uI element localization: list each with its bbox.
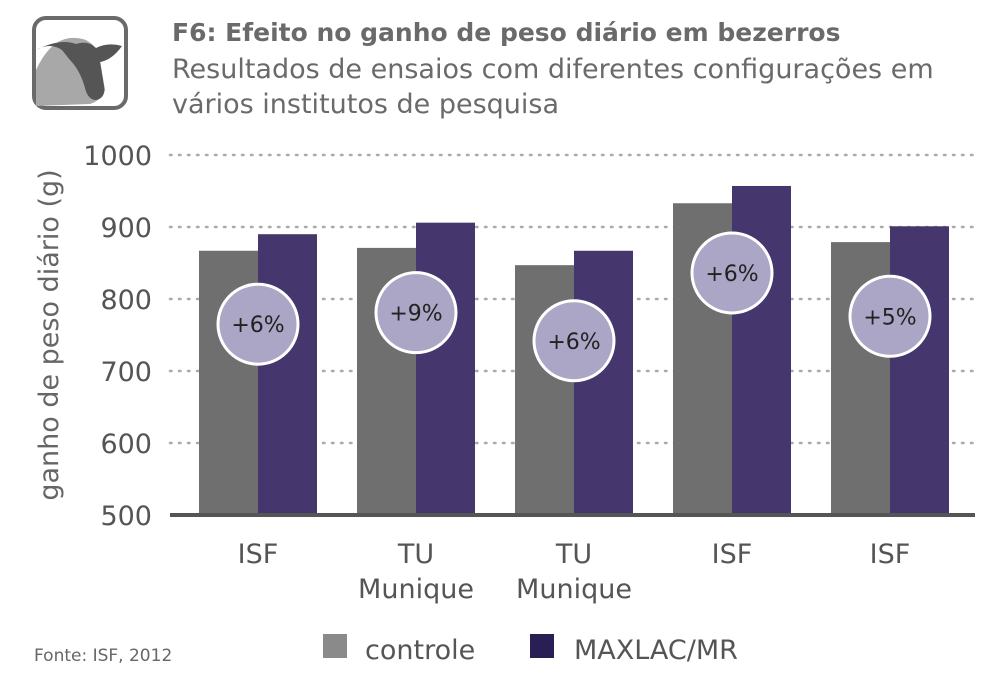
x-tick-label: TU	[397, 539, 434, 570]
bar-maxlac	[574, 250, 633, 515]
bar-maxlac	[258, 234, 317, 515]
increase-label: +5%	[863, 305, 916, 330]
x-tick-label: Munique	[358, 574, 474, 605]
x-tick-label: TU	[555, 539, 592, 570]
increase-badge	[374, 271, 458, 355]
increase-badge	[532, 299, 616, 383]
legend: controle MAXLAC/MR	[323, 634, 738, 666]
increase-label: +6%	[705, 262, 758, 287]
increase-label: +6%	[231, 313, 284, 338]
x-tick-label: Munique	[516, 574, 632, 605]
y-tick-label: 1000	[83, 141, 152, 172]
cow-icon	[32, 16, 128, 110]
increase-badge	[690, 231, 774, 315]
increase-label: +6%	[547, 330, 600, 355]
chart-subtitle-line1: Resultados de ensaios com diferentes con…	[172, 54, 934, 85]
y-axis-label: ganho de peso diário (g)	[34, 169, 65, 500]
y-tick-label: 800	[100, 285, 152, 316]
x-tick-label: ISF	[870, 539, 911, 570]
y-tick-label: 600	[100, 429, 152, 460]
legend-label-maxlac: MAXLAC/MR	[574, 635, 738, 666]
increase-badge	[216, 282, 300, 366]
legend-swatch-controle	[323, 634, 347, 658]
legend-label-controle: controle	[365, 635, 475, 666]
y-tick-label: 500	[100, 501, 152, 532]
y-tick-label: 900	[100, 213, 152, 244]
increase-badge	[848, 274, 932, 358]
bar-maxlac	[890, 226, 949, 515]
chart-title: F6: Efeito no ganho de peso diário em be…	[172, 18, 840, 47]
bar-maxlac	[416, 222, 475, 515]
source-note: Fonte: ISF, 2012	[34, 646, 172, 666]
x-tick-label: ISF	[712, 539, 753, 570]
chart-subtitle-line2: vários institutos de pesquisa	[172, 89, 559, 120]
y-tick-label: 700	[100, 357, 152, 388]
x-tick-label: ISF	[238, 539, 279, 570]
increase-label: +9%	[389, 302, 442, 327]
legend-swatch-maxlac	[530, 634, 554, 658]
